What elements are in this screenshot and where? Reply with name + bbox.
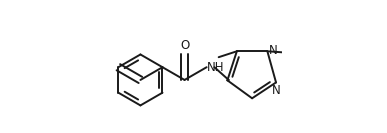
Text: N: N (272, 84, 281, 97)
Text: N: N (269, 44, 278, 57)
Text: O: O (180, 39, 189, 52)
Text: NH: NH (207, 61, 225, 74)
